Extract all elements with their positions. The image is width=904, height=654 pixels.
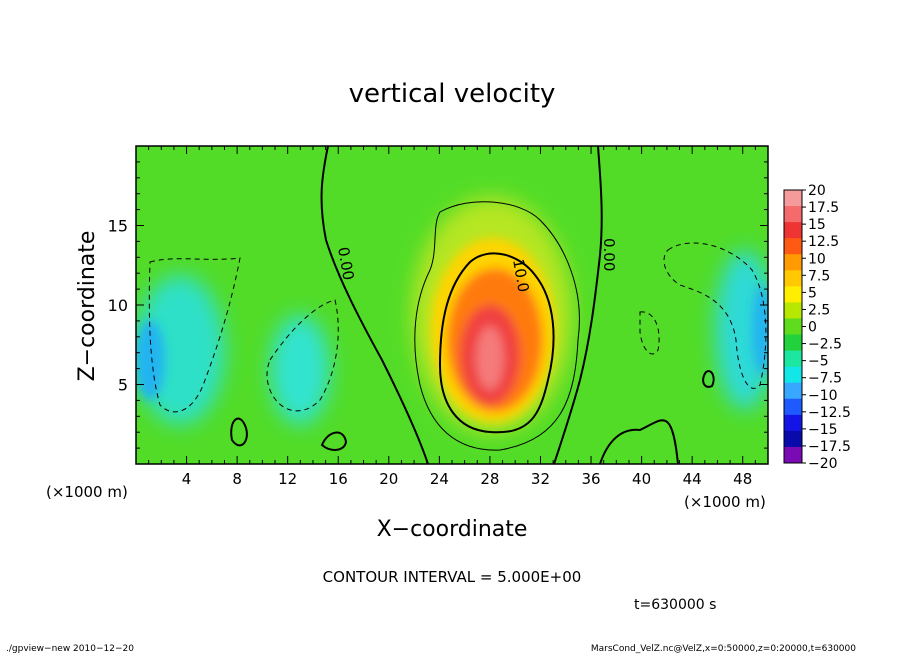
colorbar-swatch	[784, 238, 802, 255]
y-tick-label: 15	[108, 217, 128, 236]
updraft-pink	[476, 326, 504, 390]
colorbar-label: −10	[808, 388, 838, 404]
colorbar-swatch	[784, 430, 802, 448]
colorbar-swatch	[784, 446, 802, 464]
y-axis: 5 10 15	[108, 161, 768, 449]
y-axis-title: Z−coordinate	[75, 231, 100, 382]
colorbar-label: −5	[808, 354, 829, 370]
colorbar-label: 12.5	[808, 234, 839, 250]
x-tick-label: 36	[581, 470, 600, 488]
footer-right-text: MarsCond_VelZ.nc@VelZ,x=0:50000,z=0:2000…	[591, 644, 856, 654]
y-tick-label: 5	[118, 376, 128, 395]
colorbar-label: 0	[808, 320, 817, 336]
contour-label-ten: 10.0	[509, 258, 533, 294]
contour-neg-left	[148, 257, 241, 413]
colorbar-label: −17.5	[808, 439, 851, 455]
colorbar-swatch	[784, 350, 802, 368]
colorbar-swatch	[784, 222, 802, 239]
contour-neg-right	[663, 242, 767, 389]
colorbar-label: 7.5	[808, 268, 830, 284]
colorbar-label: 5	[808, 285, 817, 301]
contour-neg-right-small	[639, 311, 660, 355]
contour-zero-blob-right	[702, 370, 715, 388]
colorbar-label: 17.5	[808, 200, 839, 216]
downdraft-right-core	[752, 285, 768, 375]
colorbar-swatch	[784, 206, 802, 223]
colorbar-swatch	[784, 254, 802, 271]
x-tick-label: 28	[480, 470, 499, 488]
contour-zero-small1	[230, 417, 248, 447]
colorbar-swatch	[784, 334, 802, 352]
downdraft-left-core	[136, 320, 165, 400]
x-tick-label: 24	[430, 470, 449, 488]
contour-label-zero-left: 0.00	[334, 246, 358, 282]
x-tick-label: 40	[632, 470, 651, 488]
x-tick-label: 4	[182, 470, 192, 488]
colorbar-swatch	[784, 190, 802, 207]
downdraft-right	[715, 250, 768, 410]
downdraft-mid	[270, 315, 330, 425]
colorbar-swatch	[784, 382, 802, 400]
colorbar-label: 20	[808, 183, 826, 199]
x-tick-label: 16	[329, 470, 348, 488]
plot-area	[136, 146, 768, 464]
colorbar-swatch	[784, 366, 802, 384]
x-axis-unit-left: (×1000 m)	[46, 483, 128, 501]
colorbar-label: 10	[808, 251, 826, 267]
contour-interval-text: CONTOUR INTERVAL = 5.000E+00	[323, 568, 582, 586]
contour-neg-mid	[266, 299, 339, 412]
x-tick-label: 32	[531, 470, 550, 488]
x-tick-label: 20	[379, 470, 398, 488]
x-tick-label: 44	[683, 470, 702, 488]
contour-zero-left	[320, 146, 429, 464]
x-tick-label: 12	[278, 470, 297, 488]
x-axis: 4 8 12 16 20 24 28 32 36 40 44 48	[148, 146, 756, 488]
time-text: t=630000 s	[634, 597, 716, 613]
colorbar-swatch	[784, 302, 802, 319]
contour-zero-small2	[320, 431, 348, 451]
x-tick-label: 48	[733, 470, 752, 488]
x-axis-title: X−coordinate	[377, 517, 528, 542]
colorbar-label: −15	[808, 422, 838, 438]
chart-title: vertical velocity	[349, 79, 556, 109]
colorbar-swatch	[784, 414, 802, 432]
x-tick-label: 8	[232, 470, 242, 488]
colorbar-swatch	[784, 286, 802, 303]
contour-label-zero-right: 0.00	[600, 238, 618, 271]
y-tick-label: 10	[108, 296, 128, 315]
colorbar-label: −7.5	[808, 371, 842, 387]
contour-five	[414, 201, 580, 451]
colorbar-label: −20	[808, 456, 838, 472]
colorbar-label: 15	[808, 217, 826, 233]
colorbar-swatch	[784, 398, 802, 416]
footer-left-text: ./gpview−new 2010−12−20	[6, 644, 134, 654]
colorbar-label: 2.5	[808, 302, 830, 318]
colorbar-swatch	[784, 318, 802, 336]
colorbar-label: −2.5	[808, 337, 842, 353]
contour-zero-blob	[599, 419, 679, 464]
contour-zero-right	[553, 146, 603, 464]
x-axis-unit-right: (×1000 m)	[684, 493, 766, 511]
contour-ten	[438, 252, 555, 434]
colorbar-label: −12.5	[808, 405, 851, 421]
colorbar-swatch	[784, 270, 802, 287]
